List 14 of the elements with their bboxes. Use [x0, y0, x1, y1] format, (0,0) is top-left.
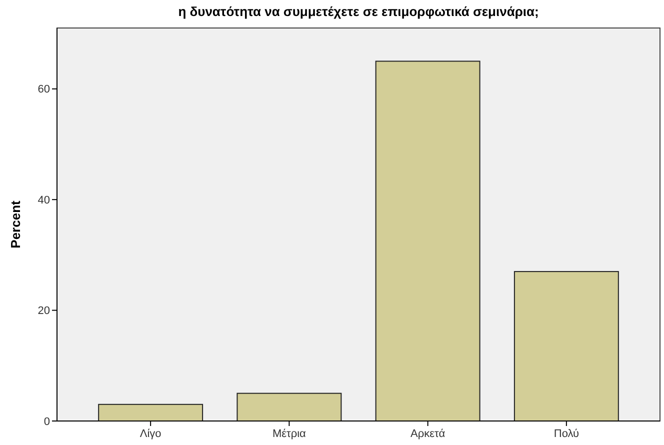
y-tick-label: 40	[38, 194, 50, 206]
bar	[375, 60, 480, 422]
bar	[236, 392, 342, 422]
x-tick-label: Λίγο	[140, 428, 162, 440]
x-tick-label: Αρκετά	[410, 428, 446, 440]
y-tick-label: 20	[38, 305, 50, 318]
y-axis-title: Percent	[8, 200, 23, 248]
x-tick-label: Πολύ	[554, 428, 579, 440]
y-tick-label: 60	[38, 84, 50, 96]
bar	[98, 404, 204, 422]
y-tick-label: 0	[44, 416, 50, 428]
bar	[514, 271, 619, 422]
chart-title: η δυνατότητα να συμμετέχετε σε επιμορφωτικά σεμινάρια;	[178, 4, 539, 19]
x-tick-label: Μέτρια	[272, 428, 307, 440]
